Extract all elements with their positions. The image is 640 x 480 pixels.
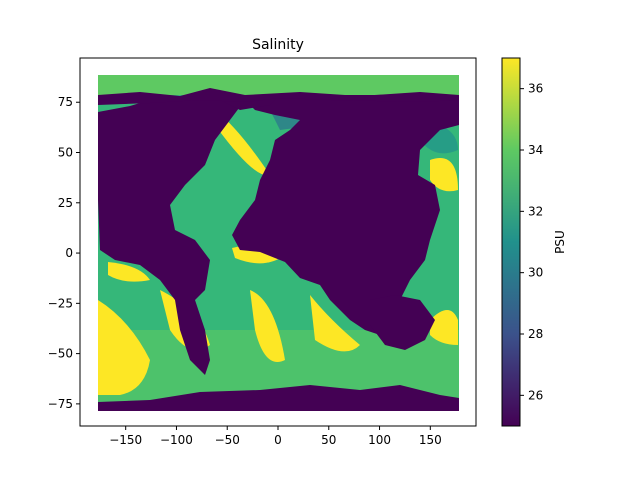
chart-title: Salinity: [252, 37, 304, 53]
y-tick-label: −25: [48, 296, 73, 310]
y-tick-label: 75: [58, 95, 73, 109]
colorbar-tick-label: 32: [528, 204, 543, 218]
land-australia-region: [370, 295, 435, 350]
x-tick-label: 100: [368, 433, 391, 447]
arctic-land: [98, 88, 459, 105]
x-tick-label: 0: [274, 433, 282, 447]
x-axis-ticks: −150 −100 −50 0 50 100 150: [109, 426, 442, 447]
y-tick-label: −75: [48, 397, 73, 411]
colorbar-tick-label: 26: [528, 388, 543, 402]
colorbar-ticks: 26 28 30 32 34 36: [520, 82, 543, 402]
colorbar-label: PSU: [553, 230, 567, 254]
high-salinity-patch: [430, 158, 458, 192]
x-tick-label: 150: [419, 433, 442, 447]
high-salinity-patch: [108, 262, 150, 282]
y-tick-label: 50: [58, 146, 73, 160]
y-tick-label: 0: [65, 246, 73, 260]
colorbar-tick-label: 36: [528, 82, 543, 96]
colorbar: [501, 57, 521, 427]
x-tick-label: 50: [321, 433, 336, 447]
high-salinity-patch: [98, 300, 150, 395]
x-tick-label: −100: [160, 433, 193, 447]
high-salinity-patch: [250, 290, 285, 362]
land-americas: [98, 90, 245, 375]
salinity-heatmap: [98, 75, 459, 411]
colorbar-tick-label: 28: [528, 327, 543, 341]
colorbar-tick-label: 34: [528, 143, 543, 157]
land-eurasia-africa: [232, 85, 459, 335]
land-antarctica: [98, 385, 459, 411]
high-salinity-patch: [310, 295, 360, 352]
y-axis-ticks: −75 −50 −25 0 25 50 75: [48, 95, 80, 411]
x-tick-label: −150: [109, 433, 142, 447]
y-tick-label: −50: [48, 347, 73, 361]
y-tick-label: 25: [58, 196, 73, 210]
arctic-strip: [98, 75, 459, 95]
x-tick-label: −50: [215, 433, 240, 447]
high-salinity-patch: [430, 310, 458, 345]
colorbar-tick-label: 30: [528, 266, 543, 280]
